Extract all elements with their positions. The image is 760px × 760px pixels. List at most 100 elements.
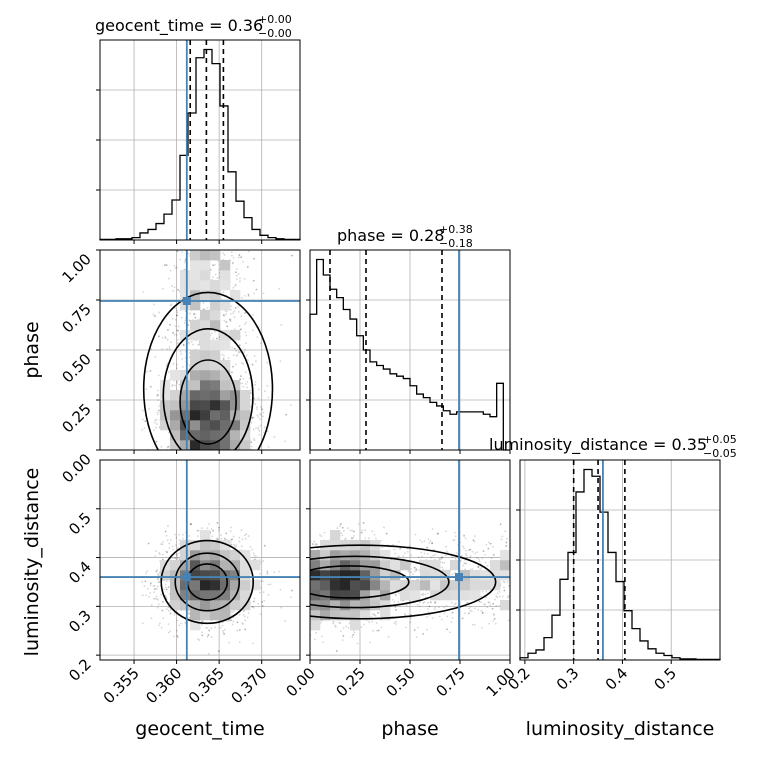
sample-point: [167, 431, 170, 434]
sample-point: [150, 348, 153, 351]
density-bin: [180, 390, 191, 401]
density-bin: [200, 270, 211, 281]
sample-point: [154, 355, 157, 358]
sample-point: [235, 349, 238, 352]
sample-point: [211, 535, 214, 538]
sample-point: [155, 426, 158, 429]
sample-point: [225, 310, 228, 313]
sample-point: [177, 547, 179, 550]
sample-point: [149, 370, 151, 373]
sample-point: [174, 318, 177, 321]
sample-point: [162, 541, 164, 543]
sample-point: [160, 593, 162, 596]
sample-point: [256, 414, 259, 417]
sample-point: [217, 650, 220, 652]
sample-point: [156, 411, 158, 414]
sample-point: [242, 385, 245, 388]
density-bin: [200, 330, 211, 341]
density-bin: [190, 420, 201, 431]
sample-point: [226, 325, 229, 328]
sample-point: [155, 418, 158, 421]
sample-point: [158, 335, 160, 338]
sample-point: [167, 328, 169, 331]
density-bin: [210, 310, 221, 321]
sample-point: [153, 303, 155, 306]
sample-point: [148, 408, 150, 410]
sample-point: [245, 321, 248, 324]
sample-point: [251, 416, 254, 419]
sample-point: [230, 308, 232, 311]
y-tick-label: 0.25: [58, 400, 94, 436]
density-bin: [180, 380, 191, 391]
sample-point: [266, 573, 269, 576]
title-main: geocent_time = 0.36: [95, 16, 263, 36]
density-bin: [200, 390, 211, 401]
sample-point: [206, 527, 209, 530]
sample-point: [142, 291, 145, 293]
sample-point: [280, 323, 283, 326]
title-sup: +0.38: [439, 223, 473, 236]
density-bin: [190, 370, 201, 381]
sample-point: [165, 264, 168, 266]
density-bin: [220, 390, 231, 401]
sample-point: [252, 552, 255, 555]
sample-point: [227, 357, 230, 360]
sample-point: [240, 361, 243, 364]
sample-point: [176, 309, 178, 312]
density-bin: [190, 250, 201, 261]
sample-point: [167, 371, 170, 374]
sample-point: [232, 312, 235, 314]
sample-point: [149, 369, 152, 372]
sample-point: [222, 314, 225, 316]
sample-point: [238, 344, 241, 347]
sample-point: [223, 354, 225, 357]
sample-point: [212, 530, 214, 533]
sample-point: [212, 337, 215, 340]
sample-point: [178, 383, 181, 386]
sample-point: [257, 416, 260, 419]
sample-point: [190, 523, 193, 526]
sample-point: [234, 306, 237, 309]
sample-point: [180, 316, 183, 319]
histogram-step: [309, 258, 510, 451]
sample-point: [164, 594, 167, 597]
sample-point: [154, 315, 156, 318]
density-bin: [190, 430, 201, 441]
sample-point: [174, 267, 177, 270]
sample-point: [240, 256, 243, 259]
y-tick-label: 0.75: [58, 300, 94, 336]
sample-point: [156, 606, 159, 609]
title-main: luminosity_distance = 0.35: [489, 435, 707, 455]
sample-point: [176, 342, 179, 345]
sample-point: [141, 429, 144, 431]
sample-point: [198, 343, 200, 345]
density-bin: [200, 290, 211, 301]
sample-point: [238, 641, 241, 644]
density-bin: [220, 280, 231, 291]
density-bin: [180, 270, 191, 281]
sample-point: [184, 319, 187, 322]
sample-point: [233, 328, 236, 331]
sample-point: [153, 421, 156, 424]
sample-point: [169, 323, 171, 326]
sample-point: [214, 626, 217, 629]
sample-point: [244, 294, 246, 297]
sample-point: [207, 634, 210, 636]
sample-point: [255, 555, 257, 558]
density-bin: [200, 370, 211, 381]
sample-point: [158, 409, 160, 412]
sample-point: [174, 544, 177, 547]
sample-point: [165, 588, 168, 591]
density-bin: [220, 420, 231, 431]
sample-point: [250, 441, 253, 444]
density-bin: [220, 330, 231, 341]
sample-point: [235, 546, 237, 548]
sample-point: [182, 344, 185, 347]
sample-point: [235, 274, 238, 277]
sample-point: [173, 333, 176, 336]
sample-point: [165, 264, 168, 266]
sample-point: [158, 552, 160, 554]
density-bin: [160, 380, 171, 391]
x-ticks: [133, 450, 263, 454]
sample-point: [173, 286, 176, 289]
